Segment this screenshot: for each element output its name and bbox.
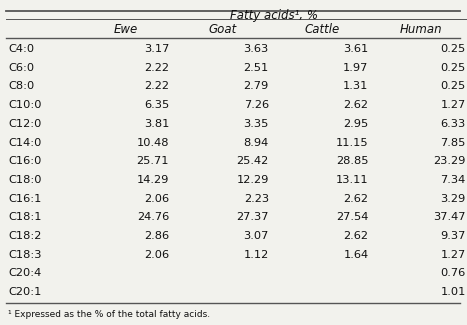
Text: 2.06: 2.06 (144, 194, 169, 203)
Text: 8.94: 8.94 (244, 137, 269, 148)
Text: 3.81: 3.81 (144, 119, 169, 129)
Text: C10:0: C10:0 (8, 100, 42, 110)
Text: 3.17: 3.17 (144, 44, 169, 54)
Text: 7.34: 7.34 (440, 175, 466, 185)
Text: 13.11: 13.11 (336, 175, 368, 185)
Text: 27.54: 27.54 (336, 212, 368, 222)
Text: 14.29: 14.29 (137, 175, 169, 185)
Text: C8:0: C8:0 (8, 82, 35, 91)
Text: 27.37: 27.37 (236, 212, 269, 222)
Text: C20:4: C20:4 (8, 268, 42, 278)
Text: 28.85: 28.85 (336, 156, 368, 166)
Text: 0.25: 0.25 (440, 63, 466, 73)
Text: 2.62: 2.62 (344, 100, 368, 110)
Text: 24.76: 24.76 (137, 212, 169, 222)
Text: C6:0: C6:0 (8, 63, 35, 73)
Text: 0.25: 0.25 (440, 82, 466, 91)
Text: 1.31: 1.31 (343, 82, 368, 91)
Text: 2.23: 2.23 (244, 194, 269, 203)
Text: 6.35: 6.35 (144, 100, 169, 110)
Text: Human: Human (400, 23, 442, 36)
Text: 1.27: 1.27 (440, 250, 466, 260)
Text: ¹ Expressed as the % of the total fatty acids.: ¹ Expressed as the % of the total fatty … (8, 310, 211, 319)
Text: 25.42: 25.42 (237, 156, 269, 166)
Text: 11.15: 11.15 (336, 137, 368, 148)
Text: 7.26: 7.26 (244, 100, 269, 110)
Text: 9.37: 9.37 (440, 231, 466, 241)
Text: 7.85: 7.85 (440, 137, 466, 148)
Text: Fatty acids¹, %: Fatty acids¹, % (230, 8, 318, 21)
Text: 23.29: 23.29 (433, 156, 466, 166)
Text: 3.61: 3.61 (343, 44, 368, 54)
Text: 2.79: 2.79 (244, 82, 269, 91)
Text: 37.47: 37.47 (433, 212, 466, 222)
Text: 2.62: 2.62 (344, 231, 368, 241)
Text: 1.01: 1.01 (440, 287, 466, 297)
Text: 25.71: 25.71 (137, 156, 169, 166)
Text: Ewe: Ewe (113, 23, 137, 36)
Text: 2.62: 2.62 (344, 194, 368, 203)
Text: 2.06: 2.06 (144, 250, 169, 260)
Text: 10.48: 10.48 (137, 137, 169, 148)
Text: 1.64: 1.64 (343, 250, 368, 260)
Text: C12:0: C12:0 (8, 119, 42, 129)
Text: 0.25: 0.25 (440, 44, 466, 54)
Text: 1.27: 1.27 (440, 100, 466, 110)
Text: 3.63: 3.63 (244, 44, 269, 54)
Text: Goat: Goat (209, 23, 237, 36)
Text: 2.86: 2.86 (144, 231, 169, 241)
Text: C18:2: C18:2 (8, 231, 42, 241)
Text: C18:0: C18:0 (8, 175, 42, 185)
Text: 1.12: 1.12 (244, 250, 269, 260)
Text: Cattle: Cattle (305, 23, 340, 36)
Text: C16:0: C16:0 (8, 156, 42, 166)
Text: C18:3: C18:3 (8, 250, 42, 260)
Text: 1.97: 1.97 (343, 63, 368, 73)
Text: 2.22: 2.22 (144, 63, 169, 73)
Text: 0.76: 0.76 (440, 268, 466, 278)
Text: C4:0: C4:0 (8, 44, 35, 54)
Text: 6.33: 6.33 (440, 119, 466, 129)
Text: 3.07: 3.07 (243, 231, 269, 241)
Text: 2.95: 2.95 (343, 119, 368, 129)
Text: 2.51: 2.51 (244, 63, 269, 73)
Text: C18:1: C18:1 (8, 212, 42, 222)
Text: 3.35: 3.35 (243, 119, 269, 129)
Text: C20:1: C20:1 (8, 287, 42, 297)
Text: 2.22: 2.22 (144, 82, 169, 91)
Text: C16:1: C16:1 (8, 194, 42, 203)
Text: 3.29: 3.29 (440, 194, 466, 203)
Text: 12.29: 12.29 (236, 175, 269, 185)
Text: C14:0: C14:0 (8, 137, 42, 148)
